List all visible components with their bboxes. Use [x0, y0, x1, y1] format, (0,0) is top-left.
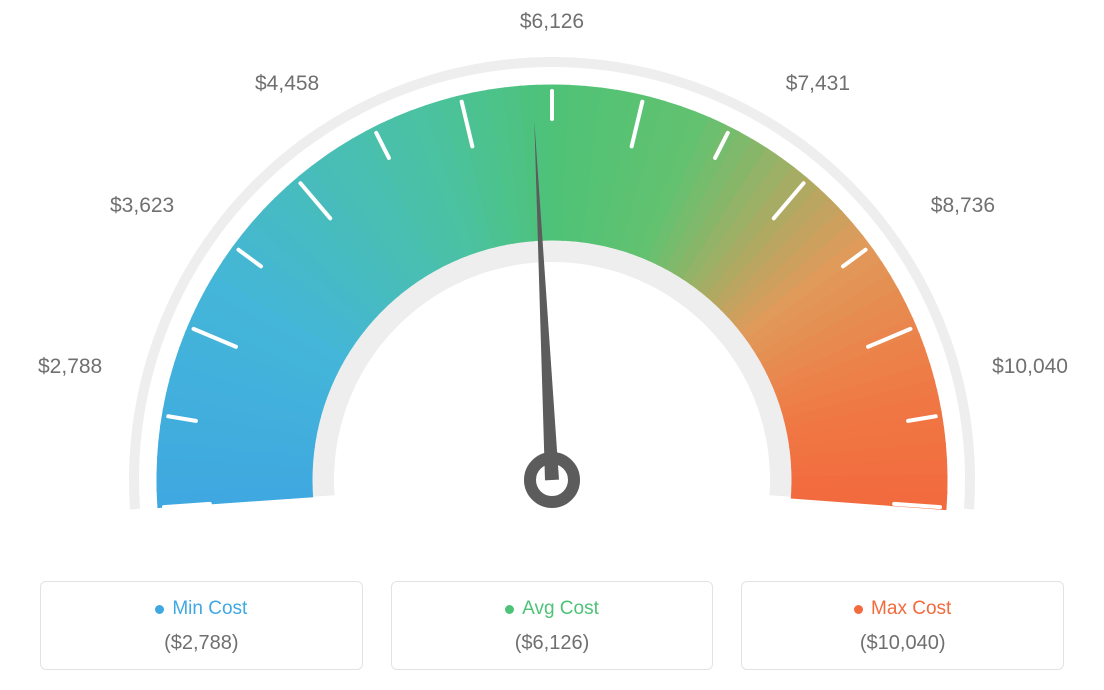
legend-value-avg: ($6,126) [402, 632, 703, 655]
legend-title-min: Min Cost [155, 598, 247, 620]
legend-label-min: Min Cost [172, 598, 247, 620]
legend-card-min: Min Cost ($2,788) [40, 581, 363, 670]
legend-label-avg: Avg Cost [522, 598, 599, 620]
gauge-tick-label: $3,623 [110, 194, 174, 218]
legend-dot-avg [505, 605, 514, 614]
legend-value-max: ($10,040) [752, 632, 1053, 655]
legend-card-avg: Avg Cost ($6,126) [391, 581, 714, 670]
legend-row: Min Cost ($2,788) Avg Cost ($6,126) Max … [40, 581, 1064, 670]
legend-value-min: ($2,788) [51, 632, 352, 655]
legend-title-max: Max Cost [854, 598, 951, 620]
gauge-svg [0, 0, 1104, 560]
legend-label-max: Max Cost [871, 598, 951, 620]
legend-card-max: Max Cost ($10,040) [741, 581, 1064, 670]
gauge-tick-label: $8,736 [931, 194, 995, 218]
gauge-tick-label: $6,126 [520, 10, 584, 34]
legend-dot-min [155, 605, 164, 614]
gauge-tick-label: $10,040 [992, 355, 1068, 379]
legend-title-avg: Avg Cost [505, 598, 599, 620]
legend-dot-max [854, 605, 863, 614]
gauge-area: $2,788 $3,623 $4,458 $6,126 $7,431 $8,736 $10,… [0, 0, 1104, 560]
gauge-tick-label: $4,458 [255, 72, 319, 96]
gauge-tick-label: $2,788 [38, 355, 102, 379]
cost-gauge-chart: $2,788 $3,623 $4,458 $6,126 $7,431 $8,736 $10,… [0, 0, 1104, 690]
gauge-tick-label: $7,431 [786, 72, 850, 96]
